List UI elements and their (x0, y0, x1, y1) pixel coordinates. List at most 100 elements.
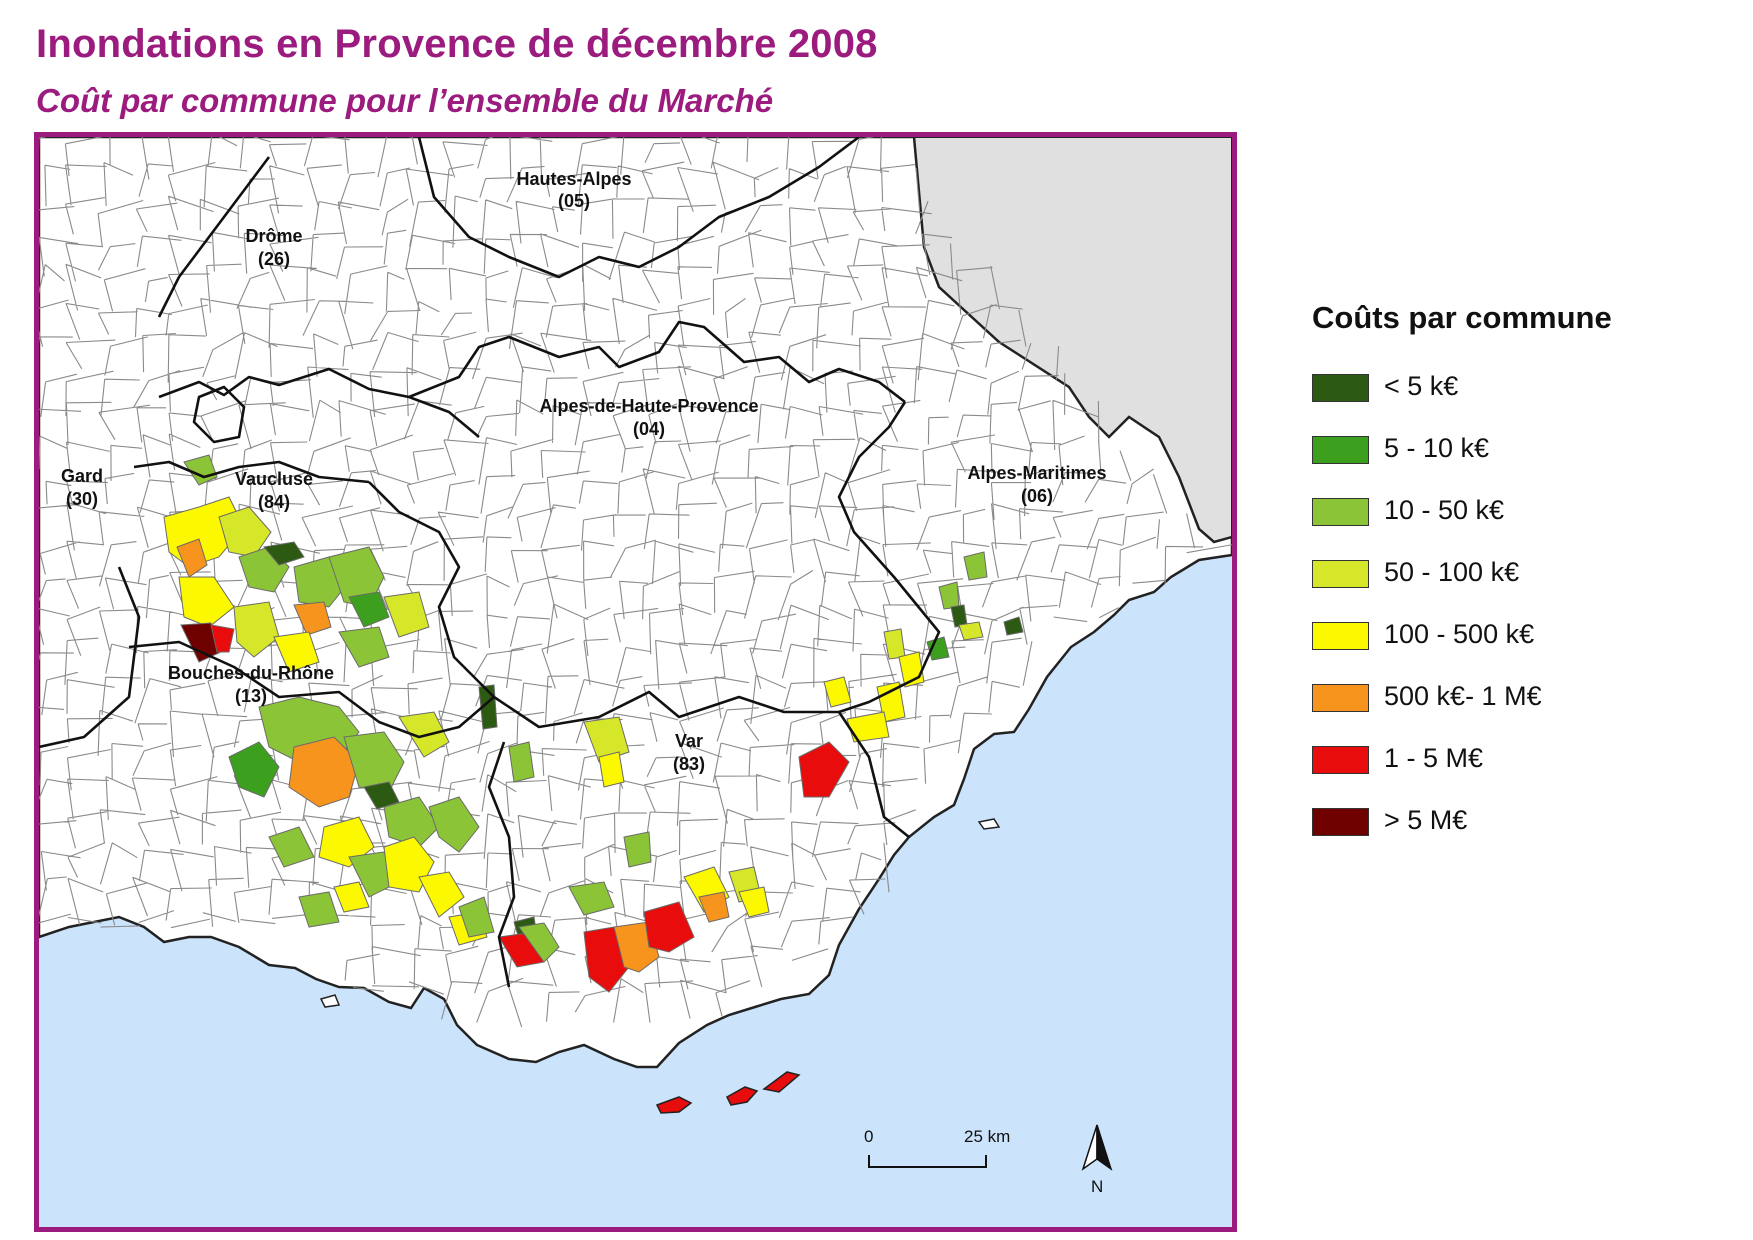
dept-code-vaucluse: (84) (258, 492, 290, 512)
legend-swatch (1312, 436, 1369, 464)
scale-end-label: 25 km (964, 1127, 1010, 1146)
impacted-commune (233, 601, 280, 658)
legend-item: 500 k€- 1 M€ (1312, 681, 1732, 746)
island-porquerolles (655, 1096, 693, 1114)
dept-label-gard: Gard (61, 466, 103, 486)
boundary-84-13 (128, 640, 495, 739)
impacted-commune (698, 891, 730, 923)
impacted-commune (298, 891, 340, 928)
dept-code-drome: (26) (258, 249, 290, 269)
impacted-commune (176, 538, 208, 578)
legend-label: < 5 k€ (1384, 371, 1459, 401)
impacted-communes (163, 454, 1024, 993)
boundary-84-04 (368, 481, 495, 698)
boundary-26-84 (133, 460, 370, 484)
boundary-drome-enclave (192, 385, 246, 444)
dept-code-06: (06) (1021, 486, 1053, 506)
scale-bar: 0 25 km (864, 1127, 1010, 1168)
impacted-commune (1003, 616, 1024, 636)
island-frioul (319, 994, 341, 1008)
boundary-26-05 (158, 367, 480, 438)
impacted-commune (363, 781, 400, 810)
island-levant (762, 1071, 801, 1093)
dept-label-06: Alpes-Maritimes (967, 463, 1106, 483)
north-label: N (1091, 1177, 1103, 1196)
boundary-04-83 (493, 690, 839, 729)
impacted-commune (288, 736, 360, 808)
legend-label: 10 - 50 k€ (1384, 495, 1505, 525)
boundary-13-83 (487, 741, 516, 988)
impacted-commune (263, 541, 305, 566)
legend-item: < 5 k€ (1312, 371, 1732, 436)
impacted-commune (958, 621, 984, 641)
legend-item: 1 - 5 M€ (1312, 743, 1732, 808)
boundary-30 (39, 566, 141, 749)
impacted-commune (598, 751, 625, 788)
dept-label-vaucluse: Vaucluse (235, 469, 313, 489)
dept-code-gard: (30) (66, 489, 98, 509)
impacted-commune (210, 624, 235, 653)
legend-swatch (1312, 684, 1369, 712)
impacted-commune (963, 551, 988, 581)
impacted-commune (383, 796, 440, 848)
legend-item: 5 - 10 k€ (1312, 433, 1732, 498)
impacted-commune (218, 506, 272, 558)
boundary-26-north (157, 156, 271, 318)
island-port-cros (726, 1086, 759, 1106)
impacted-commune (228, 741, 280, 798)
impacted-commune (383, 591, 430, 638)
boundary-04-06 (837, 401, 941, 714)
impacted-commune (623, 831, 652, 868)
impacted-commune (508, 741, 535, 783)
legend-item: 50 - 100 k€ (1312, 557, 1732, 622)
boundary-05-04 (408, 320, 906, 404)
impacted-commune (293, 601, 332, 636)
scale-start-label: 0 (864, 1127, 873, 1146)
island-lerins (977, 818, 1001, 830)
dept-code-04: (04) (633, 419, 665, 439)
impacted-commune (738, 886, 770, 918)
impacted-commune (348, 591, 390, 628)
legend-item: 10 - 50 k€ (1312, 495, 1732, 560)
impacted-commune (418, 871, 465, 918)
legend-swatch (1312, 808, 1369, 836)
legend-swatch (1312, 746, 1369, 774)
legend-label: 5 - 10 k€ (1384, 433, 1490, 463)
impacted-commune (333, 881, 370, 913)
impacted-commune (823, 676, 852, 708)
dept-code-hautes-alpes: (05) (558, 191, 590, 211)
dept-code-var: (83) (673, 754, 705, 774)
legend-label: 500 k€- 1 M€ (1384, 681, 1542, 711)
impacted-commune (273, 631, 320, 673)
impacted-commune (183, 454, 218, 486)
impacted-commune (343, 731, 405, 793)
page-subtitle: Coût par commune pour l’ensemble du Marc… (36, 82, 774, 119)
dept-label-drome: Drôme (245, 226, 302, 246)
impacted-commune (643, 901, 695, 953)
legend-swatch (1312, 560, 1369, 588)
page-title: Inondations en Provence de décembre 2008 (36, 22, 878, 66)
impacted-commune (428, 796, 480, 853)
legend-label: 100 - 500 k€ (1384, 619, 1535, 649)
legend-label: 1 - 5 M€ (1384, 743, 1484, 773)
dept-code-13: (13) (235, 686, 267, 706)
dept-label-13: Bouches-du-Rhône (168, 663, 334, 683)
impacted-commune (338, 626, 390, 668)
impacted-commune (178, 576, 235, 628)
legend-swatch (1312, 622, 1369, 650)
map-canvas[interactable]: Hautes-Alpes (05) Drôme (26) Alpes-de-Ha… (39, 137, 1232, 1227)
legend: Coûts par commune < 5 k€ 5 - 10 k€ 10 - … (1312, 300, 1732, 870)
boundary-06-83 (837, 711, 910, 839)
impacted-commune (583, 716, 630, 763)
boundary-05-north (417, 137, 860, 279)
north-arrow: N (1081, 1124, 1113, 1196)
legend-item: > 5 M€ (1312, 805, 1732, 870)
legend-swatch (1312, 498, 1369, 526)
impacted-commune (518, 922, 560, 963)
impacted-commune (846, 711, 890, 743)
impacted-commune (568, 881, 615, 916)
department-labels: Hautes-Alpes (05) Drôme (26) Alpes-de-Ha… (61, 169, 1107, 774)
impacted-commune (458, 896, 495, 938)
map-frame[interactable]: Hautes-Alpes (05) Drôme (26) Alpes-de-Ha… (34, 132, 1237, 1232)
impacted-commune (268, 826, 315, 868)
